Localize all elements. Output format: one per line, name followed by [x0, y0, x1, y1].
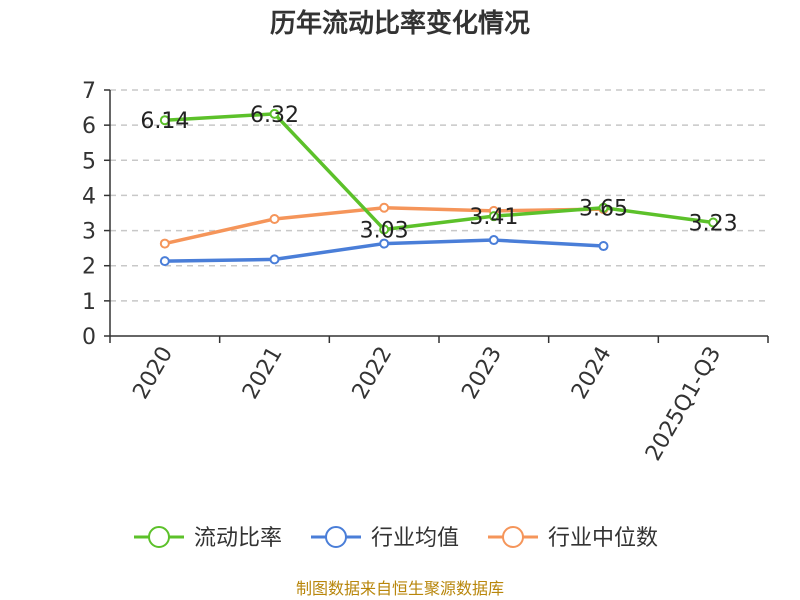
data-point	[159, 238, 170, 249]
data-label: 3.23	[689, 211, 738, 236]
x-tick-label: 2022	[348, 343, 398, 404]
y-tick-label: 4	[82, 184, 96, 209]
legend-item[interactable]: 流动比率	[134, 526, 282, 551]
data-point	[488, 211, 499, 222]
data-point	[269, 254, 280, 265]
data-point	[708, 217, 719, 228]
axes	[109, 90, 768, 337]
x-tick-label: 2024	[567, 343, 617, 404]
grid	[110, 89, 768, 302]
legend-item[interactable]: 行业中位数	[488, 526, 658, 551]
legend-marker	[325, 526, 347, 548]
data-point	[269, 108, 280, 119]
y-tick-label: 1	[82, 290, 96, 315]
data-point	[379, 224, 390, 235]
data-label: 3.03	[360, 219, 409, 244]
y-tick-label: 6	[82, 114, 96, 139]
y-tick-label: 0	[82, 325, 96, 350]
y-tick-label: 5	[82, 149, 96, 174]
x-tick-label: 2021	[238, 343, 288, 404]
y-tick-label: 2	[82, 255, 96, 280]
series-layer	[159, 108, 719, 267]
legend[interactable]: 流动比率 行业均值 行业中位数	[134, 526, 658, 551]
data-label: 3.41	[469, 205, 518, 230]
data-point	[159, 115, 170, 126]
chart-title: 历年流动比率变化情况	[270, 8, 530, 39]
data-point	[159, 256, 170, 267]
x-tick-label: 2023	[457, 343, 507, 404]
x-tick-label: 2020	[128, 343, 178, 404]
data-point	[379, 238, 390, 249]
source-note: 制图数据来自恒生聚源数据库	[296, 579, 504, 598]
series-line	[164, 112, 714, 232]
legend-item[interactable]: 行业均值	[311, 526, 459, 551]
legend-marker	[148, 526, 170, 548]
legend-label: 行业中位数	[548, 526, 658, 551]
data-label: 6.14	[140, 109, 189, 134]
data-point	[598, 241, 609, 252]
y-tick-label: 3	[82, 220, 96, 245]
y-tick-label: 7	[82, 79, 96, 104]
data-point	[269, 213, 280, 224]
data-labels: 6.14 6.32 3.03 3.41 3.65 3.23	[140, 103, 737, 244]
data-point	[598, 202, 609, 213]
legend-label: 行业均值	[371, 526, 459, 551]
legend-marker	[502, 526, 524, 548]
data-label: 6.32	[250, 103, 299, 128]
legend-label: 流动比率	[194, 526, 282, 551]
data-label: 3.65	[579, 197, 628, 222]
y-axis: 0 1 2 3 4 5 6 7	[82, 79, 110, 350]
x-axis: 2020 2021 2022 2023 2024 2025Q1-Q3	[109, 336, 769, 466]
x-tick-label: 2025Q1-Q3	[641, 343, 726, 466]
data-point	[379, 202, 390, 213]
data-point	[488, 235, 499, 246]
